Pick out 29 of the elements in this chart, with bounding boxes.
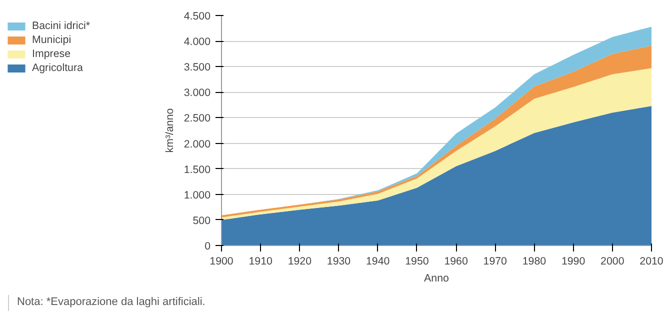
x-tick-label: 2010 bbox=[640, 256, 664, 268]
x-tick-label: 1920 bbox=[288, 256, 312, 268]
legend-label: Agricoltura bbox=[32, 62, 83, 74]
legend-label: Imprese bbox=[32, 48, 70, 60]
text: Nota: *Evaporazione da laghi artificiali. bbox=[17, 295, 206, 310]
legend-label: Municipi bbox=[32, 34, 72, 46]
y-tick-label: 4.500 bbox=[184, 10, 211, 22]
y-tick-label: 2.000 bbox=[184, 138, 211, 150]
x-tick-label: 1990 bbox=[561, 256, 586, 268]
y-tick-label: 1.500 bbox=[184, 164, 211, 176]
y-tick-label: 3.000 bbox=[184, 87, 211, 100]
x-tick-label: 1930 bbox=[326, 256, 351, 268]
x-tick-label: 1900 bbox=[210, 256, 234, 268]
y-tick-label: 0 bbox=[204, 240, 211, 252]
x-tick-label: 1910 bbox=[248, 256, 273, 268]
x-tick-label: 1950 bbox=[405, 256, 429, 268]
x-tick-label: 1980 bbox=[522, 256, 546, 268]
y-tick-label: 500 bbox=[192, 214, 211, 227]
x-tick-label: 1940 bbox=[366, 256, 390, 268]
y-tick-label: 1.000 bbox=[184, 189, 211, 202]
x-tick-label: 1970 bbox=[483, 256, 508, 268]
y-tick-label: 3.500 bbox=[184, 62, 211, 74]
x-axis-title: Anno bbox=[424, 272, 450, 284]
x-tick-label: 2000 bbox=[600, 256, 624, 268]
y-tick-label: 2.500 bbox=[184, 112, 211, 125]
legend-label: Bacini idrici* bbox=[32, 20, 90, 32]
y-axis-title: km³/anno bbox=[164, 108, 176, 153]
x-tick-label: 1960 bbox=[444, 256, 468, 268]
y-tick-label: 4.000 bbox=[184, 36, 211, 48]
